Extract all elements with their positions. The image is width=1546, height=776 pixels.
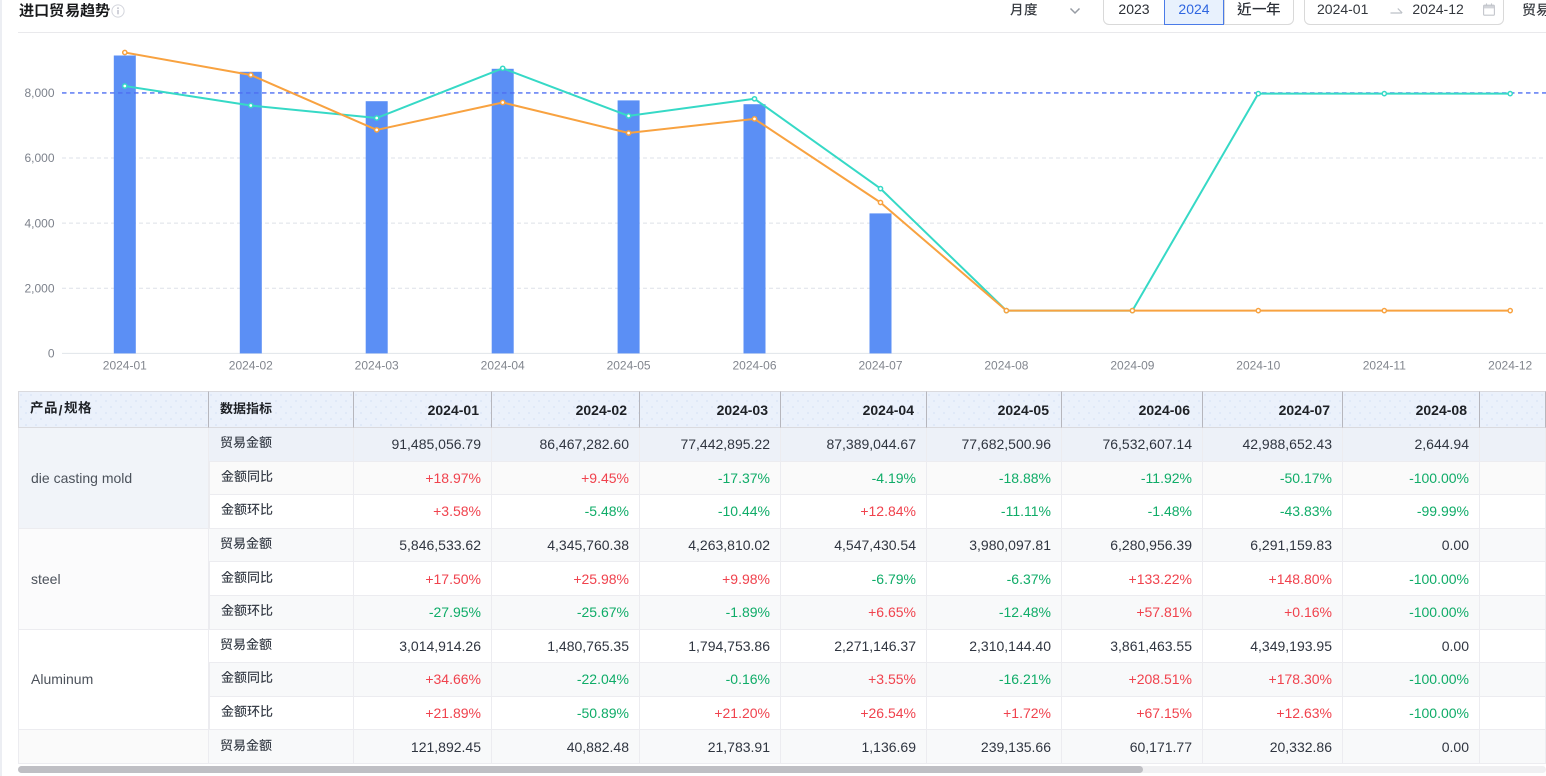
svg-text:2024-06: 2024-06 [732,359,776,373]
svg-text:6,000: 6,000 [24,151,54,165]
svg-text:2024-05: 2024-05 [607,359,651,373]
svg-text:2024-08: 2024-08 [984,359,1028,373]
svg-text:4,000: 4,000 [24,216,54,230]
svg-text:2024-11: 2024-11 [1363,359,1406,373]
svg-text:2024-12: 2024-12 [1488,359,1532,373]
svg-text:2,000: 2,000 [24,282,54,296]
svg-text:8,000: 8,000 [24,86,54,100]
svg-text:2024-10: 2024-10 [1236,359,1280,373]
svg-text:2024-03: 2024-03 [355,359,399,373]
svg-text:2024-07: 2024-07 [858,359,902,373]
svg-text:2024-01: 2024-01 [103,359,147,373]
svg-text:0: 0 [48,347,55,361]
svg-text:2024-09: 2024-09 [1110,359,1154,373]
svg-text:2024-02: 2024-02 [229,359,273,373]
svg-text:2024-04: 2024-04 [481,359,525,373]
